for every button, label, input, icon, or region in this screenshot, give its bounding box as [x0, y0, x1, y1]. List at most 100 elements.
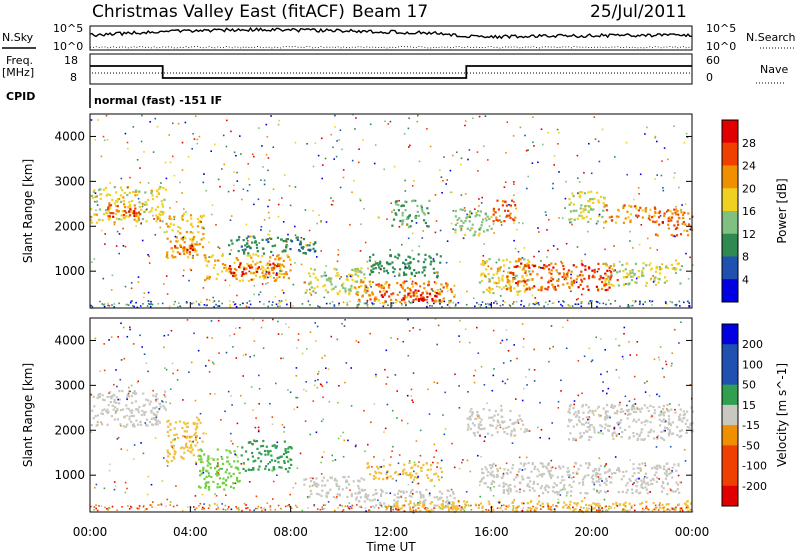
velocity-cell	[143, 413, 146, 416]
power-cell	[337, 274, 340, 277]
velocity-cell	[407, 503, 410, 506]
power-cell	[103, 213, 106, 216]
power-cell	[93, 213, 96, 216]
power-noise-cell	[569, 221, 571, 224]
velocity-cell	[569, 404, 572, 407]
power-noise-cell	[564, 207, 566, 209]
velocity-noise-cell	[458, 335, 460, 337]
power-cell	[402, 261, 405, 265]
power-cell	[201, 246, 205, 249]
velocity-cell	[310, 480, 313, 483]
velocity-cell	[481, 427, 484, 431]
velocity-noise-cell	[176, 379, 179, 381]
velocity-noise-cell	[328, 400, 331, 403]
power-noise-cell	[418, 160, 421, 163]
velocity-noise-cell	[309, 331, 312, 333]
power-cell	[552, 285, 555, 288]
velocity-noise-cell	[477, 415, 479, 418]
power-noise-cell	[531, 294, 534, 297]
velocity-cell	[170, 459, 173, 463]
velocity-cell	[656, 465, 659, 468]
power-cell	[635, 214, 638, 217]
power-cell	[200, 238, 203, 241]
power-noise-cell	[245, 223, 248, 226]
velocity-cell	[630, 505, 633, 508]
velocity-cell	[217, 473, 220, 476]
power-cell	[197, 220, 200, 224]
velocity-cell	[477, 426, 480, 430]
power-noise-cell	[571, 223, 573, 226]
power-noise-cell	[496, 285, 498, 288]
nave-label: Nave	[760, 63, 788, 76]
velocity-cell	[166, 450, 169, 453]
velocity-cell	[288, 458, 291, 461]
velocity-cell	[655, 480, 658, 483]
velocity-cell	[433, 496, 436, 499]
velocity-noise-cell	[133, 444, 136, 446]
velocity-cell	[182, 457, 185, 460]
power-ground-cell	[359, 301, 361, 303]
power-noise-cell	[359, 199, 362, 202]
velocity-cell	[121, 389, 124, 393]
power-cell	[674, 271, 678, 274]
velocity-cell	[350, 495, 353, 498]
velocity-noise-cell	[375, 376, 377, 378]
velocity-noise-cell	[267, 463, 269, 465]
power-noise-cell	[544, 211, 547, 213]
power-noise-cell	[224, 279, 227, 282]
power-cell	[431, 297, 434, 301]
power-cell	[561, 262, 564, 265]
velocity-noise-cell	[236, 445, 239, 448]
power-cell	[174, 246, 177, 249]
velocity-noise-cell	[499, 467, 502, 469]
power-cell	[605, 283, 608, 286]
power-cell	[449, 299, 452, 302]
velocity-noise-cell	[618, 376, 620, 379]
power-cell	[580, 278, 583, 281]
velocity-cell	[193, 433, 196, 436]
velocity-cell	[463, 506, 467, 509]
velocity-cell	[574, 508, 577, 511]
velocity-cell	[528, 485, 531, 488]
velocity-cell	[313, 483, 316, 486]
velocity-noise-cell	[678, 342, 680, 344]
power-noise-cell	[565, 278, 568, 281]
velocity-noise-cell	[692, 510, 694, 513]
velocity-noise-cell	[129, 326, 131, 328]
velocity-cell	[224, 479, 227, 482]
power-cell	[485, 268, 488, 271]
velocity-noise-cell	[174, 438, 176, 440]
power-noise-cell	[466, 290, 468, 293]
velocity-noise-cell	[432, 461, 434, 464]
power-noise-cell	[304, 209, 307, 211]
velocity-cell	[433, 504, 436, 507]
velocity-cell	[172, 455, 175, 459]
power-noise-cell	[266, 282, 269, 284]
power-noise-cell	[411, 232, 414, 235]
velocity-cell	[227, 476, 230, 479]
power-noise-cell	[349, 275, 352, 278]
power-cell	[669, 210, 672, 213]
velocity-noise-cell	[173, 445, 175, 447]
velocity-cell	[662, 487, 665, 490]
velocity-noise-cell	[659, 502, 661, 504]
power-cell	[494, 211, 497, 214]
velocity-cell	[208, 474, 211, 477]
velocity-noise-cell	[90, 393, 93, 396]
velocity-cell	[318, 493, 321, 496]
power-cell	[534, 264, 537, 267]
velocity-cell	[654, 467, 657, 470]
velocity-noise-cell	[539, 401, 541, 404]
power-cell	[576, 217, 579, 220]
velocity-cell	[256, 447, 259, 450]
power-cell	[590, 190, 593, 193]
velocity-cell	[579, 420, 582, 423]
power-cell	[569, 210, 572, 213]
velocity-cell	[362, 478, 366, 481]
power-noise-cell	[337, 249, 340, 251]
power-cell	[568, 218, 571, 221]
velocity-cell	[197, 485, 201, 488]
power-cell	[515, 282, 518, 285]
power-cell	[115, 191, 118, 194]
power-cell	[238, 235, 241, 239]
